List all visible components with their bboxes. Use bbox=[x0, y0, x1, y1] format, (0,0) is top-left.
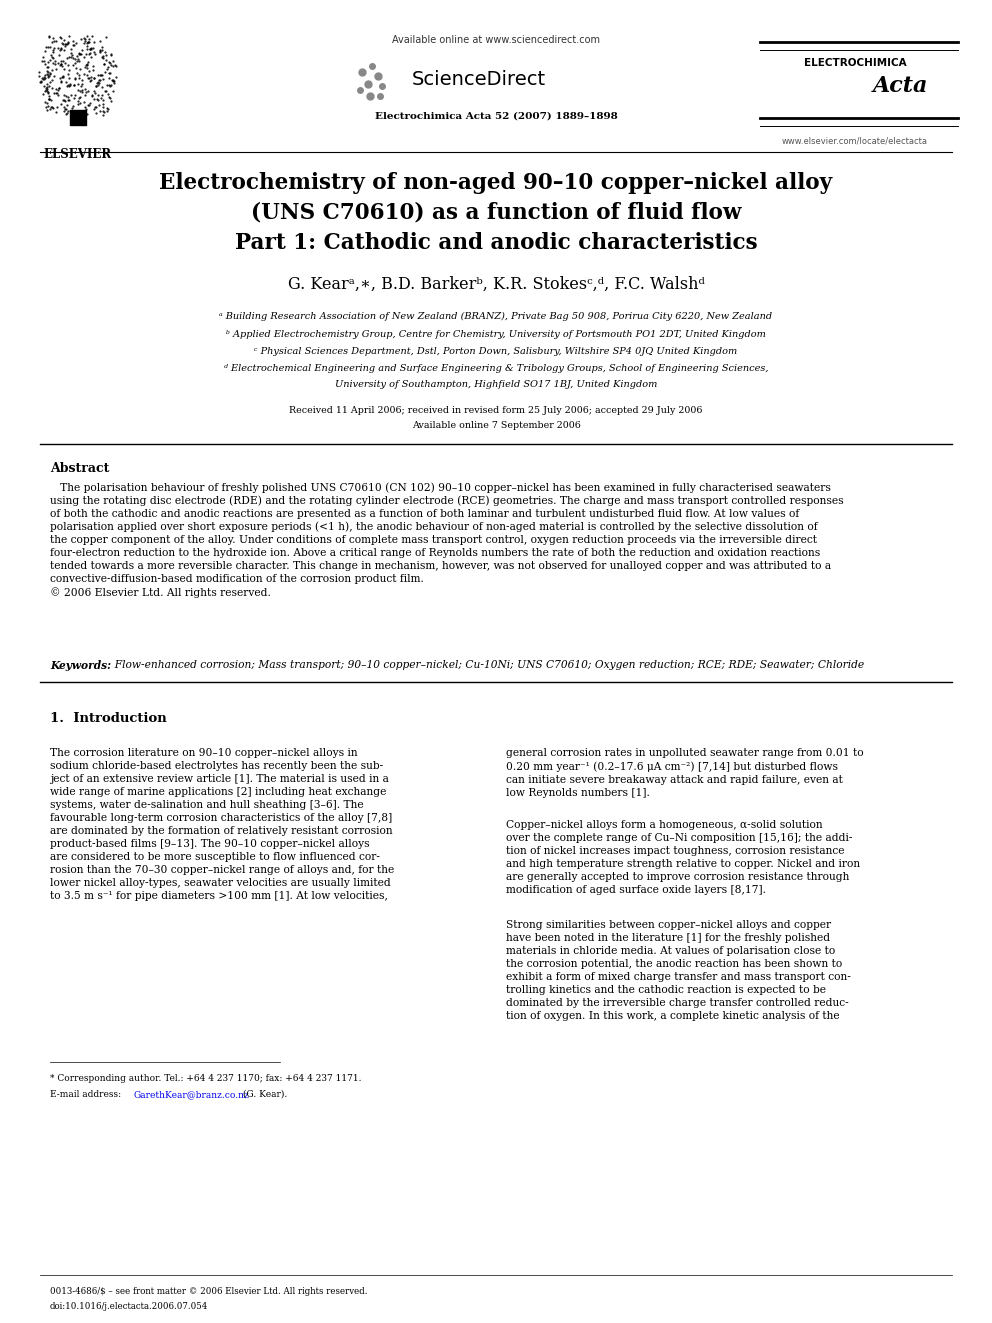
Text: Received 11 April 2006; received in revised form 25 July 2006; accepted 29 July : Received 11 April 2006; received in revi… bbox=[290, 406, 702, 415]
Text: ScienceDirect: ScienceDirect bbox=[412, 70, 547, 89]
Text: The corrosion literature on 90–10 copper–nickel alloys in
sodium chloride-based : The corrosion literature on 90–10 copper… bbox=[50, 747, 394, 901]
Text: Copper–nickel alloys form a homogeneous, α-solid solution
over the complete rang: Copper–nickel alloys form a homogeneous,… bbox=[506, 820, 860, 896]
Text: Available online 7 September 2006: Available online 7 September 2006 bbox=[412, 421, 580, 430]
Text: Flow-enhanced corrosion; Mass transport; 90–10 copper–nickel; Cu-10Ni; UNS C7061: Flow-enhanced corrosion; Mass transport;… bbox=[108, 660, 864, 669]
Text: 1.  Introduction: 1. Introduction bbox=[50, 712, 167, 725]
Text: Abstract: Abstract bbox=[50, 462, 109, 475]
Text: Available online at www.sciencedirect.com: Available online at www.sciencedirect.co… bbox=[392, 34, 600, 45]
Text: GarethKear@branz.co.nz: GarethKear@branz.co.nz bbox=[133, 1090, 249, 1099]
Text: Part 1: Cathodic and anodic characteristics: Part 1: Cathodic and anodic characterist… bbox=[235, 232, 757, 254]
Text: G. Kearᵃ,∗, B.D. Barkerᵇ, K.R. Stokesᶜ,ᵈ, F.C. Walshᵈ: G. Kearᵃ,∗, B.D. Barkerᵇ, K.R. Stokesᶜ,ᵈ… bbox=[288, 277, 704, 292]
Text: ᵈ Electrochemical Engineering and Surface Engineering & Tribology Groups, School: ᵈ Electrochemical Engineering and Surfac… bbox=[224, 364, 768, 373]
Text: E-mail address:: E-mail address: bbox=[50, 1090, 124, 1099]
Text: Electrochimica Acta 52 (2007) 1889–1898: Electrochimica Acta 52 (2007) 1889–1898 bbox=[375, 112, 617, 120]
Text: ᵃ Building Research Association of New Zealand (BRANZ), Private Bag 50 908, Pori: ᵃ Building Research Association of New Z… bbox=[219, 312, 773, 321]
Text: general corrosion rates in unpolluted seawater range from 0.01 to
0.20 mm year⁻¹: general corrosion rates in unpolluted se… bbox=[506, 747, 864, 798]
Text: Electrochemistry of non-aged 90–10 copper–nickel alloy: Electrochemistry of non-aged 90–10 coppe… bbox=[160, 172, 832, 194]
Text: www.elsevier.com/locate/electacta: www.elsevier.com/locate/electacta bbox=[782, 136, 928, 146]
Text: 0013-4686/$ – see front matter © 2006 Elsevier Ltd. All rights reserved.: 0013-4686/$ – see front matter © 2006 El… bbox=[50, 1287, 367, 1297]
Text: University of Southampton, Highfield SO17 1BJ, United Kingdom: University of Southampton, Highfield SO1… bbox=[335, 380, 657, 389]
Text: ᶜ Physical Sciences Department, Dstl, Porton Down, Salisbury, Wiltshire SP4 0JQ : ᶜ Physical Sciences Department, Dstl, Po… bbox=[254, 347, 738, 356]
Text: Acta: Acta bbox=[872, 75, 928, 97]
Text: * Corresponding author. Tel.: +64 4 237 1170; fax: +64 4 237 1171.: * Corresponding author. Tel.: +64 4 237 … bbox=[50, 1074, 361, 1084]
Text: (G. Kear).: (G. Kear). bbox=[240, 1090, 288, 1099]
Text: doi:10.1016/j.electacta.2006.07.054: doi:10.1016/j.electacta.2006.07.054 bbox=[50, 1302, 208, 1311]
Text: Strong similarities between copper–nickel alloys and copper
have been noted in t: Strong similarities between copper–nicke… bbox=[506, 919, 851, 1021]
Text: ELECTROCHIMICA: ELECTROCHIMICA bbox=[804, 58, 907, 67]
Text: ᵇ Applied Electrochemistry Group, Centre for Chemistry, University of Portsmouth: ᵇ Applied Electrochemistry Group, Centre… bbox=[226, 329, 766, 339]
Text: (UNS C70610) as a function of fluid flow: (UNS C70610) as a function of fluid flow bbox=[251, 202, 741, 224]
Text: Keywords:: Keywords: bbox=[50, 660, 111, 671]
Text: ELSEVIER: ELSEVIER bbox=[44, 148, 112, 161]
Text: The polarisation behaviour of freshly polished UNS C70610 (CN 102) 90–10 copper–: The polarisation behaviour of freshly po… bbox=[50, 482, 843, 598]
